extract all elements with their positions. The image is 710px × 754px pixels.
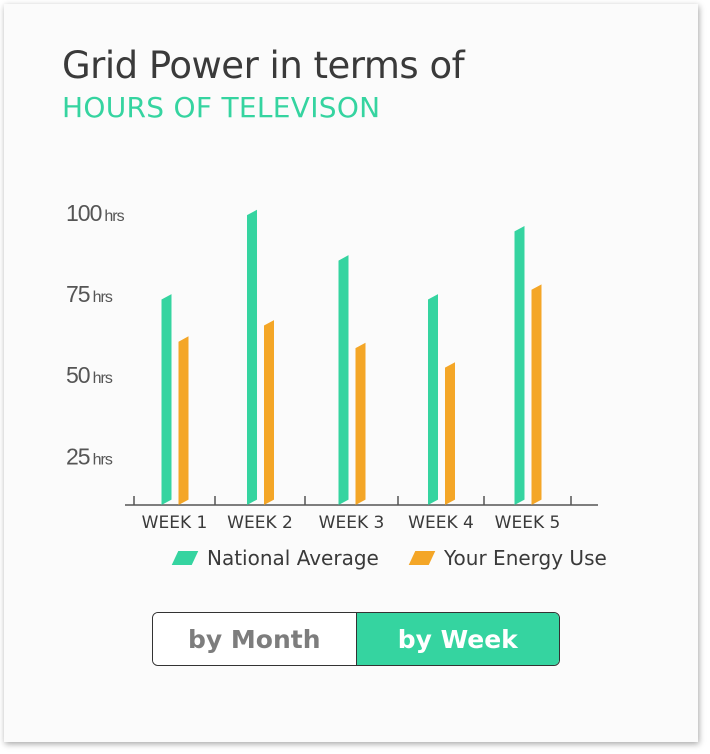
bar-national-average (514, 225, 525, 505)
legend-label-national: National Average (207, 546, 379, 570)
y-tick-value: 100 (66, 200, 102, 226)
y-tick-label: 25 hrs (66, 443, 113, 469)
y-tick-unit: hrs (93, 289, 113, 306)
bar-your-energy-use (178, 336, 189, 505)
period-toggle: by Month by Week (152, 612, 560, 666)
legend-item-yours: Your Energy Use (408, 546, 607, 570)
legend-swatch-national (171, 551, 199, 565)
legend-label-yours: Your Energy Use (444, 546, 607, 570)
chart-subtitle: HOURS OF TELEVISON (62, 91, 381, 124)
bar-national-average (161, 294, 172, 505)
y-tick-value: 50 (66, 362, 90, 388)
x-tick-label: WEEK 5 (495, 513, 561, 533)
chart-title: Grid Power in terms of (62, 44, 465, 87)
y-tick-unit: hrs (104, 208, 124, 225)
legend-item-national: National Average (171, 546, 379, 570)
by-week-button[interactable]: by Week (356, 613, 559, 665)
y-tick-unit: hrs (93, 451, 113, 468)
bar-your-energy-use (264, 320, 274, 505)
x-tick-label: WEEK 1 (142, 513, 208, 533)
y-tick-label: 50 hrs (66, 362, 113, 388)
by-month-button[interactable]: by Month (153, 613, 357, 665)
bar-your-energy-use (355, 342, 366, 505)
bar-national-average (428, 294, 438, 505)
x-tick-label: WEEK 2 (227, 513, 293, 533)
legend-swatch-yours (408, 551, 436, 565)
y-tick-value: 75 (66, 281, 90, 307)
chart-legend: National Average Your Energy Use (0, 546, 710, 574)
bar-your-energy-use (531, 284, 542, 505)
bar-national-average (338, 255, 349, 505)
bar-your-energy-use (445, 362, 455, 505)
bar-national-average (247, 209, 257, 505)
y-tick-unit: hrs (93, 370, 113, 387)
y-tick-value: 25 (66, 443, 90, 469)
y-tick-label: 100 hrs (66, 200, 125, 226)
x-tick-label: WEEK 3 (319, 513, 385, 533)
x-tick-label: WEEK 4 (408, 513, 474, 533)
y-tick-label: 75 hrs (66, 281, 113, 307)
